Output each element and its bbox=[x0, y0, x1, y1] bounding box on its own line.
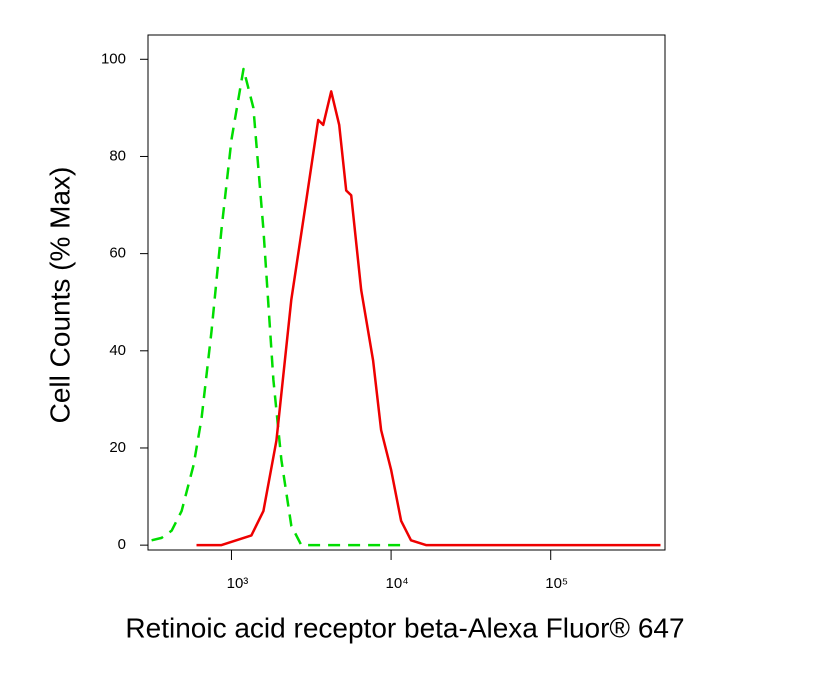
y-tick-label: 40 bbox=[109, 342, 126, 359]
x-tick-label: 10³ bbox=[227, 575, 249, 592]
x-tick-label: 10⁵ bbox=[545, 575, 568, 592]
histogram-line bbox=[196, 90, 661, 547]
y-tick-label: 100 bbox=[101, 50, 126, 67]
plot-frame bbox=[147, 34, 666, 551]
y-tick-label: 60 bbox=[109, 245, 126, 262]
y-tick-label: 80 bbox=[109, 147, 126, 164]
y-tick-label: 0 bbox=[118, 536, 126, 553]
histogram-line bbox=[151, 67, 402, 547]
x-axis-label: Retinoic acid receptor beta-Alexa Fluor®… bbox=[125, 612, 684, 643]
y-tick-label: 20 bbox=[109, 439, 126, 456]
x-tick-label: 10⁴ bbox=[386, 575, 409, 592]
y-axis-label: Cell Counts (% Max) bbox=[44, 167, 75, 424]
